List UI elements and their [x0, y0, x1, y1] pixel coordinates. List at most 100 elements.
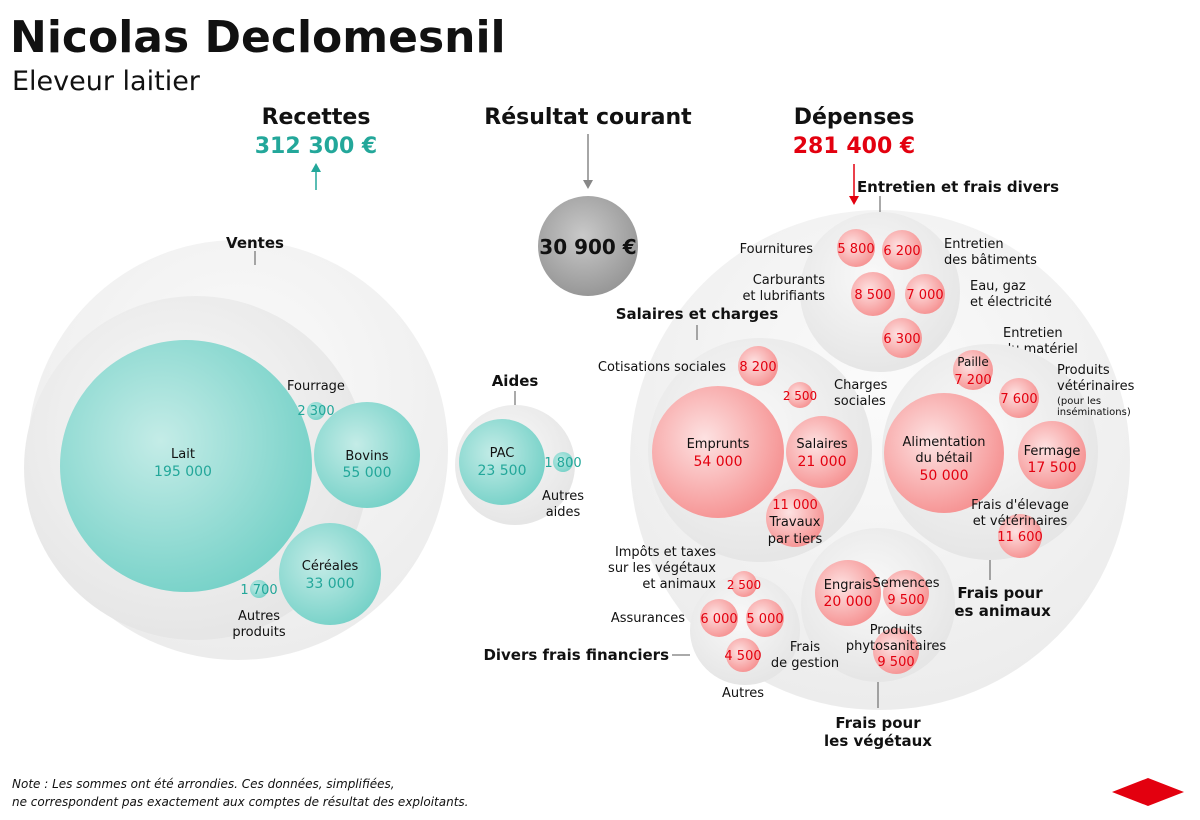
autres-bubble	[726, 638, 760, 672]
travaux-label: Travaux	[769, 515, 821, 530]
pac-label: PAC	[490, 446, 515, 461]
impots-label-3: et animaux	[642, 577, 716, 592]
entretien-batiments-label-2: des bâtiments	[944, 253, 1037, 268]
depenses-arrow-icon	[849, 164, 859, 205]
fermage-label: Fermage	[1024, 444, 1081, 459]
semences-bubble	[883, 570, 929, 616]
salaires-label: Salaires	[796, 437, 847, 452]
frais-elevage-value: 11 600	[997, 530, 1043, 545]
engrais-value: 20 000	[824, 594, 873, 610]
bovins-bubble	[314, 402, 420, 508]
eau-value: 7 000	[906, 288, 943, 303]
frais-vegetaux-label: Frais pour	[835, 714, 921, 732]
autres-value: 4 500	[724, 649, 761, 664]
depenses-total: 281 400 €	[793, 134, 915, 159]
assurances-bubble	[700, 599, 738, 637]
alimentation-label: Alimentation	[903, 435, 986, 450]
emprunts-label: Emprunts	[687, 437, 750, 452]
autres-aides-value: 1 800	[544, 456, 581, 471]
frais-elevage-bubble	[998, 514, 1042, 558]
fournitures-bubble	[837, 229, 875, 267]
page-title: Nicolas Declomesnil	[10, 12, 506, 63]
autres-aides-label-2: aides	[546, 505, 581, 520]
red-diamond-logo	[1112, 778, 1184, 806]
ventes-label: Ventes	[226, 234, 284, 252]
charges-sociales-label-2: sociales	[834, 394, 886, 409]
impots-label: Impôts et taxes	[615, 545, 716, 560]
pac-value: 23 500	[478, 463, 527, 479]
paille-bubble	[953, 350, 993, 390]
phyto-value: 9 500	[877, 655, 914, 670]
lait-label: Lait	[171, 447, 195, 462]
veterinaires-label-3: (pour les	[1057, 396, 1101, 407]
depenses-title: Dépenses	[794, 105, 915, 130]
veterinaires-label: Produits	[1057, 363, 1110, 378]
semences-label: Semences	[872, 576, 939, 591]
autres-aides-bubble	[553, 452, 573, 472]
eau-bubble	[905, 274, 945, 314]
bovins-value: 55 000	[343, 465, 392, 481]
note-line-2: ne correspondent pas exactement aux comp…	[12, 795, 468, 809]
frais-elevage-label: Frais d'élevage	[971, 498, 1069, 513]
cereales-value: 33 000	[306, 576, 355, 592]
resultat-bubble	[538, 196, 638, 296]
resultat-value: 30 900 €	[539, 235, 636, 259]
fourrage-value: 2 300	[297, 404, 334, 419]
fermage-bubble	[1018, 421, 1086, 489]
fourrage-bubble	[307, 402, 325, 420]
veterinaires-label-4: inséminations)	[1057, 406, 1131, 418]
alimentation-bubble	[884, 393, 1004, 513]
resultat-title: Résultat courant	[484, 105, 692, 130]
frais-gestion-bubble	[746, 599, 784, 637]
assurances-label: Assurances	[611, 611, 685, 626]
carburants-bubble	[851, 272, 895, 316]
entretien-batiments-label: Entretien	[944, 237, 1004, 252]
bovins-label: Bovins	[345, 449, 388, 464]
alimentation-label-2: du bétail	[915, 451, 972, 466]
carburants-label-2: et lubrifiants	[742, 289, 825, 304]
salaires-bubble	[786, 416, 858, 488]
travaux-bubble	[766, 489, 824, 547]
emprunts-bubble	[652, 386, 784, 518]
impots-value: 2 500	[727, 578, 761, 592]
paille-value: 7 200	[954, 373, 991, 388]
pac-bubble	[459, 419, 545, 505]
salaires-charges-label: Salaires et charges	[616, 305, 779, 323]
lait-value: 195 000	[154, 464, 212, 480]
autres-produits-bubble	[250, 580, 268, 598]
paille-label: Paille	[957, 355, 988, 369]
entretien-materiel-label: Entretien	[1003, 326, 1063, 341]
aides-label: Aides	[492, 372, 539, 390]
travaux-value: 11 000	[772, 498, 818, 513]
recettes-arrow-icon	[311, 163, 321, 190]
salaires-value: 21 000	[798, 454, 847, 470]
entretien-materiel-bubble	[882, 318, 922, 358]
charges-sociales-bubble	[787, 382, 813, 408]
phyto-label: Produits	[870, 623, 923, 638]
entretien-batiments-bubble	[882, 230, 922, 270]
entretien-materiel-value: 6 300	[883, 332, 920, 347]
entretien-label: Entretien et frais divers	[857, 178, 1059, 196]
fourrage-label: Fourrage	[287, 379, 345, 394]
frais-gestion-value: 5 000	[746, 612, 783, 627]
frais-vegetaux-label-2: les végétaux	[824, 732, 932, 750]
frais-animaux-label-2: les animaux	[949, 602, 1051, 620]
veterinaires-label-2: vétérinaires	[1057, 379, 1135, 394]
engrais-bubble	[815, 560, 881, 626]
autres-label: Autres	[722, 686, 764, 701]
veterinaires-value: 7 600	[1000, 392, 1037, 407]
autres-produits-label: Autres	[238, 609, 280, 624]
autres-produits-label-2: produits	[232, 625, 285, 640]
charges-sociales-value: 2 500	[783, 389, 817, 403]
fermage-value: 17 500	[1028, 460, 1077, 476]
charges-sociales-label: Charges	[834, 378, 888, 393]
alimentation-value: 50 000	[920, 468, 969, 484]
fournitures-value: 5 800	[837, 242, 874, 257]
recettes-total: 312 300 €	[255, 134, 377, 159]
impots-label-2: sur les végétaux	[608, 561, 716, 576]
cereales-label: Céréales	[302, 559, 359, 574]
semences-value: 9 500	[887, 593, 924, 608]
eau-label-2: et électricité	[970, 295, 1052, 310]
